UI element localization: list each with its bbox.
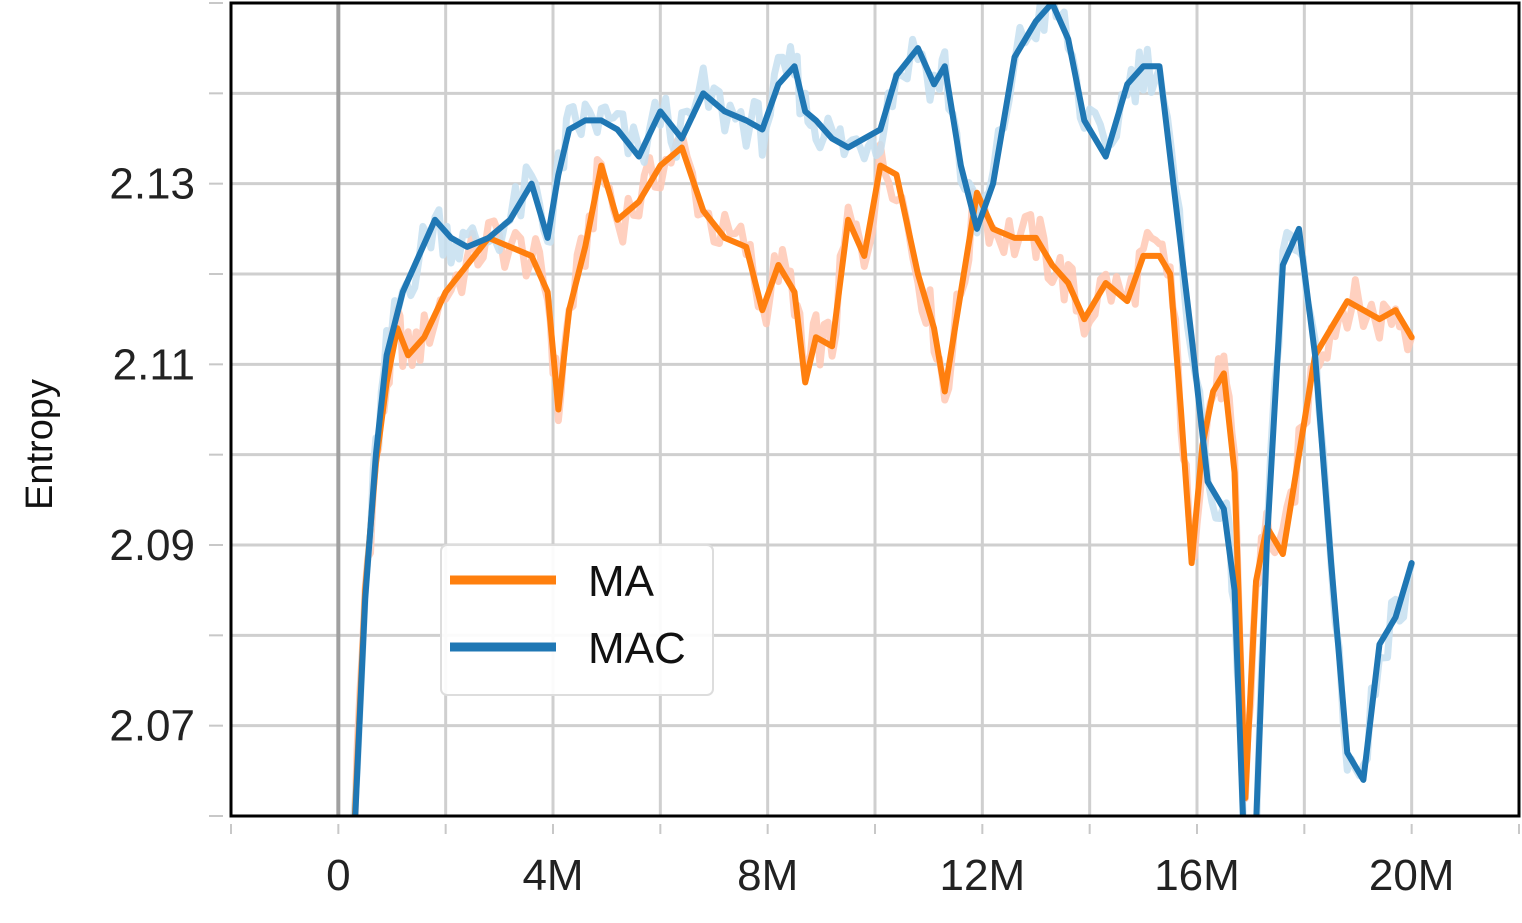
series-line-ma	[351, 144, 1415, 816]
x-tick-label: 12M	[940, 851, 1026, 900]
series-line-mac	[352, 3, 1415, 816]
tick-labels: 0 4M 8M 12M 16M 20M 2.07 2.09 2.11 2.13	[109, 160, 1454, 900]
legend-label-mac: MAC	[588, 624, 686, 673]
x-tick-label: 16M	[1154, 851, 1240, 900]
plot-frame	[229, 1, 1521, 818]
plot-area	[350, 3, 1416, 816]
y-tick-label: 2.11	[113, 340, 195, 389]
y-tick-label: 2.07	[109, 702, 195, 751]
axis-ticks	[209, 2, 1520, 834]
legend-label-ma: MA	[588, 557, 655, 606]
y-tick-label: 2.09	[109, 521, 195, 570]
y-tick-label: 2.13	[109, 160, 195, 209]
x-tick-label: 0	[326, 851, 350, 900]
legend: MA MAC	[440, 544, 714, 696]
x-tick-label: 8M	[737, 851, 798, 900]
x-tick-label: 4M	[522, 851, 583, 900]
y-axis-label: Entropy	[19, 379, 61, 510]
x-tick-label: 20M	[1369, 851, 1455, 900]
